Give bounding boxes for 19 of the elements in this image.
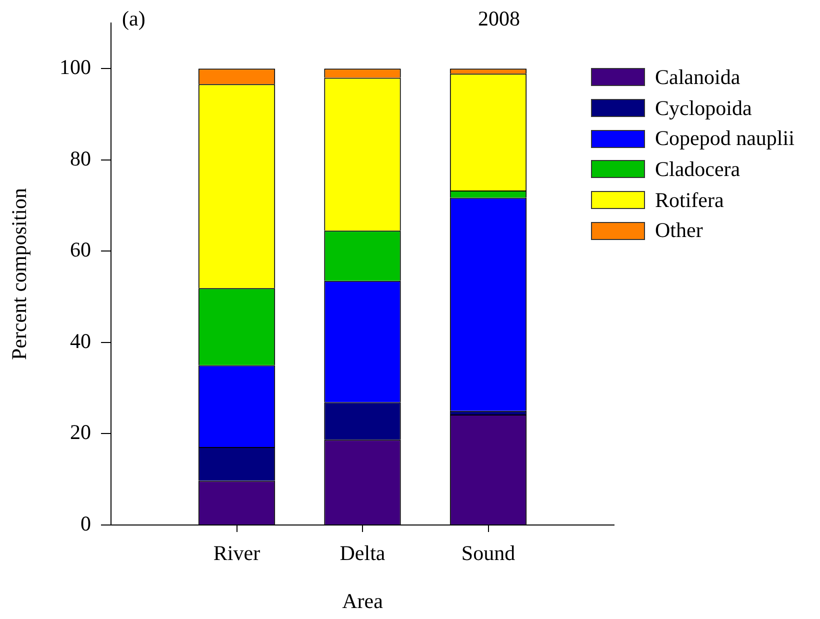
y-tick-label: 60: [70, 238, 91, 262]
y-tick-label: 100: [60, 55, 91, 80]
y-tick-label: 40: [70, 328, 91, 353]
x-tick-label: Delta: [340, 541, 386, 566]
legend-label: Rotifera: [655, 188, 724, 213]
y-tick-label: 80: [70, 146, 91, 170]
legend-label: Calanoida: [655, 64, 740, 90]
y-tick-label: 20: [70, 420, 91, 444]
chart-title: 2008: [478, 6, 520, 31]
x-tick-label: Sound: [461, 541, 516, 566]
annotation: (a): [122, 6, 146, 31]
x-axis-title: Area: [342, 588, 384, 613]
legend-label: Other: [655, 218, 703, 244]
legend-label: Copepod nauplii: [655, 126, 794, 152]
x-tick-label: River: [213, 541, 260, 566]
legend-label: Cyclopoida: [655, 96, 752, 121]
legend-label: Cladocera: [655, 156, 740, 182]
y-tick-label: 0: [80, 512, 91, 536]
y-axis-title: Percent composition: [7, 187, 32, 360]
